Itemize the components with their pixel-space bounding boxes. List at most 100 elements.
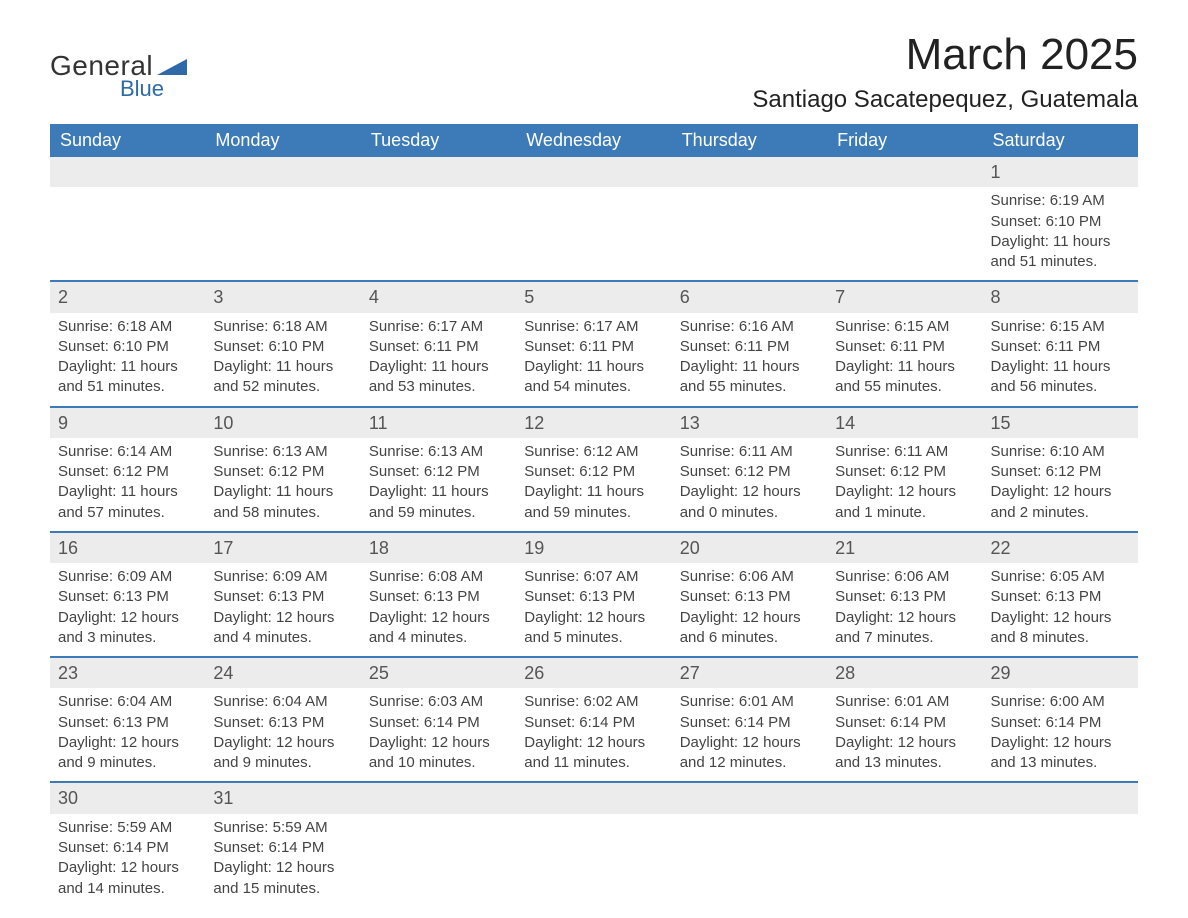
day-number: 2 <box>50 281 205 312</box>
sunrise-text: Sunrise: 6:08 AM <box>369 567 508 587</box>
day-cell: Sunrise: 6:19 AMSunset: 6:10 PMDaylight:… <box>983 187 1138 281</box>
day-number <box>50 157 205 187</box>
day-number <box>516 782 671 813</box>
day-number <box>672 157 827 187</box>
daylight-text: Daylight: 11 hours <box>58 357 197 377</box>
daylight-text: Daylight: 12 hours <box>213 733 352 753</box>
daylight-text-2: and 3 minutes. <box>58 628 197 648</box>
weekday-header: Saturday <box>983 124 1138 157</box>
day-number: 17 <box>205 532 360 563</box>
daylight-text: Daylight: 12 hours <box>991 733 1130 753</box>
sunset-text: Sunset: 6:10 PM <box>991 212 1130 232</box>
daylight-text-2: and 15 minutes. <box>213 879 352 899</box>
day-number <box>361 782 516 813</box>
daynum-row: 3031 <box>50 782 1138 813</box>
sunset-text: Sunset: 6:13 PM <box>213 587 352 607</box>
sunrise-text: Sunrise: 6:18 AM <box>58 317 197 337</box>
day-number <box>827 782 982 813</box>
calendar-header: SundayMondayTuesdayWednesdayThursdayFrid… <box>50 124 1138 157</box>
daynum-row: 9101112131415 <box>50 407 1138 438</box>
daylight-text-2: and 13 minutes. <box>835 753 974 773</box>
day-number: 11 <box>361 407 516 438</box>
day-cell <box>516 814 671 907</box>
daylight-text-2: and 12 minutes. <box>680 753 819 773</box>
day-number <box>205 157 360 187</box>
day-number: 8 <box>983 281 1138 312</box>
day-cell: Sunrise: 6:04 AMSunset: 6:13 PMDaylight:… <box>50 688 205 782</box>
daynum-row: 23242526272829 <box>50 657 1138 688</box>
day-number <box>361 157 516 187</box>
daylight-text: Daylight: 11 hours <box>369 482 508 502</box>
day-cell: Sunrise: 6:09 AMSunset: 6:13 PMDaylight:… <box>50 563 205 657</box>
daylight-text: Daylight: 11 hours <box>524 357 663 377</box>
sunset-text: Sunset: 6:13 PM <box>835 587 974 607</box>
daylight-text: Daylight: 12 hours <box>835 608 974 628</box>
sunset-text: Sunset: 6:14 PM <box>58 838 197 858</box>
sunrise-text: Sunrise: 5:59 AM <box>213 818 352 838</box>
sunset-text: Sunset: 6:11 PM <box>369 337 508 357</box>
daylight-text: Daylight: 11 hours <box>58 482 197 502</box>
day-number: 6 <box>672 281 827 312</box>
day-cell <box>205 187 360 281</box>
daylight-text-2: and 51 minutes. <box>58 377 197 397</box>
daynum-row: 16171819202122 <box>50 532 1138 563</box>
daylight-text-2: and 55 minutes. <box>680 377 819 397</box>
daylight-text: Daylight: 11 hours <box>524 482 663 502</box>
daylight-text: Daylight: 12 hours <box>524 733 663 753</box>
day-number: 7 <box>827 281 982 312</box>
day-number <box>983 782 1138 813</box>
sunrise-text: Sunrise: 6:04 AM <box>213 692 352 712</box>
sunrise-text: Sunrise: 6:03 AM <box>369 692 508 712</box>
day-number: 28 <box>827 657 982 688</box>
day-cell: Sunrise: 6:06 AMSunset: 6:13 PMDaylight:… <box>827 563 982 657</box>
day-number: 13 <box>672 407 827 438</box>
daylight-text: Daylight: 12 hours <box>369 733 508 753</box>
day-cell: Sunrise: 6:08 AMSunset: 6:13 PMDaylight:… <box>361 563 516 657</box>
logo: General Blue <box>50 50 187 102</box>
day-cell: Sunrise: 6:10 AMSunset: 6:12 PMDaylight:… <box>983 438 1138 532</box>
day-cell: Sunrise: 6:12 AMSunset: 6:12 PMDaylight:… <box>516 438 671 532</box>
daylight-text: Daylight: 12 hours <box>213 858 352 878</box>
day-number: 21 <box>827 532 982 563</box>
sunset-text: Sunset: 6:14 PM <box>991 713 1130 733</box>
daylight-text-2: and 58 minutes. <box>213 503 352 523</box>
day-cell <box>672 814 827 907</box>
day-cell: Sunrise: 6:02 AMSunset: 6:14 PMDaylight:… <box>516 688 671 782</box>
day-number <box>672 782 827 813</box>
content-row: Sunrise: 6:09 AMSunset: 6:13 PMDaylight:… <box>50 563 1138 657</box>
daylight-text-2: and 13 minutes. <box>991 753 1130 773</box>
sunrise-text: Sunrise: 6:06 AM <box>835 567 974 587</box>
day-cell: Sunrise: 5:59 AMSunset: 6:14 PMDaylight:… <box>50 814 205 907</box>
day-cell: Sunrise: 6:13 AMSunset: 6:12 PMDaylight:… <box>361 438 516 532</box>
sunrise-text: Sunrise: 6:05 AM <box>991 567 1130 587</box>
sunrise-text: Sunrise: 6:01 AM <box>680 692 819 712</box>
weekday-header: Tuesday <box>361 124 516 157</box>
weekday-header: Friday <box>827 124 982 157</box>
day-number <box>516 157 671 187</box>
day-number: 12 <box>516 407 671 438</box>
weekday-header: Wednesday <box>516 124 671 157</box>
day-cell: Sunrise: 6:11 AMSunset: 6:12 PMDaylight:… <box>827 438 982 532</box>
daylight-text: Daylight: 12 hours <box>58 733 197 753</box>
daylight-text-2: and 52 minutes. <box>213 377 352 397</box>
day-cell: Sunrise: 6:16 AMSunset: 6:11 PMDaylight:… <box>672 313 827 407</box>
day-number: 16 <box>50 532 205 563</box>
daylight-text: Daylight: 12 hours <box>680 482 819 502</box>
day-cell <box>361 187 516 281</box>
daylight-text: Daylight: 12 hours <box>991 608 1130 628</box>
heading: March 2025 Santiago Sacatepequez, Guatem… <box>752 30 1138 114</box>
day-cell: Sunrise: 6:18 AMSunset: 6:10 PMDaylight:… <box>205 313 360 407</box>
sunrise-text: Sunrise: 6:09 AM <box>213 567 352 587</box>
daylight-text: Daylight: 12 hours <box>835 733 974 753</box>
sunset-text: Sunset: 6:14 PM <box>213 838 352 858</box>
sunset-text: Sunset: 6:13 PM <box>991 587 1130 607</box>
daylight-text-2: and 59 minutes. <box>524 503 663 523</box>
day-cell <box>827 187 982 281</box>
content-row: Sunrise: 6:19 AMSunset: 6:10 PMDaylight:… <box>50 187 1138 281</box>
sunset-text: Sunset: 6:13 PM <box>369 587 508 607</box>
daylight-text: Daylight: 11 hours <box>991 357 1130 377</box>
sunrise-text: Sunrise: 6:01 AM <box>835 692 974 712</box>
day-cell: Sunrise: 6:18 AMSunset: 6:10 PMDaylight:… <box>50 313 205 407</box>
day-cell <box>827 814 982 907</box>
sunrise-text: Sunrise: 6:13 AM <box>213 442 352 462</box>
